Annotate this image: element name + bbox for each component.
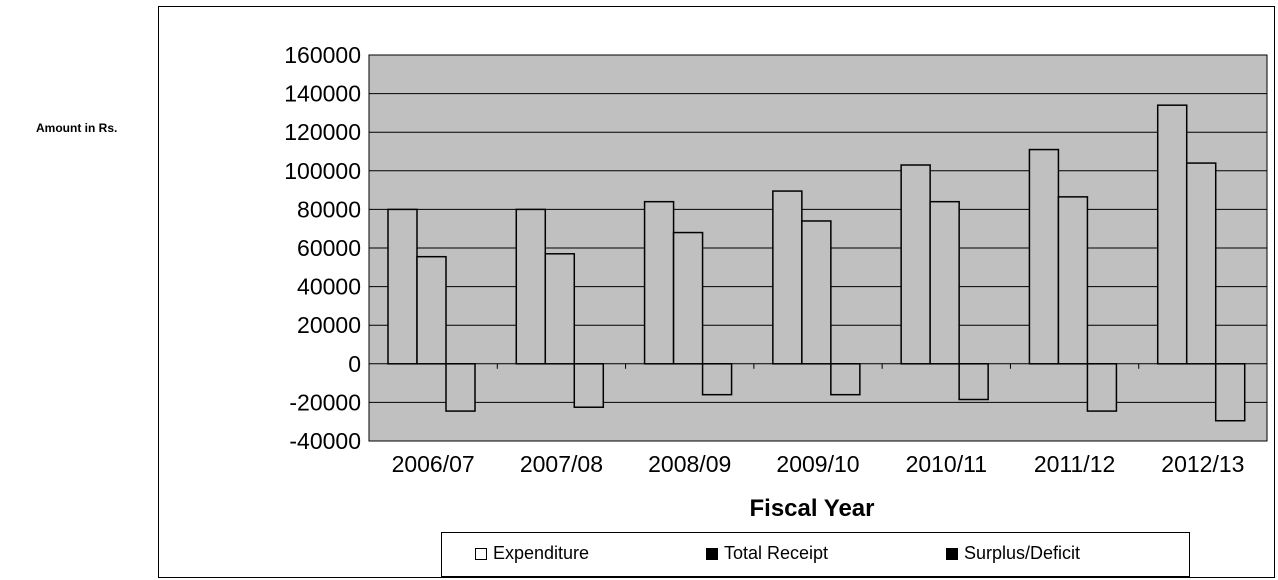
bar-surplus-deficit-2010-11 [958, 363, 989, 401]
bar-expenditure-2012-13 [1156, 104, 1188, 365]
bar-expenditure-2006-07 [387, 208, 418, 365]
bar-surplus-deficit-2012-13 [1214, 363, 1246, 422]
bar-total-receipt-2010-11 [929, 200, 960, 365]
x-tick-label: 2010/11 [906, 451, 987, 477]
x-tick-label: 2011/12 [1034, 451, 1115, 477]
bar-surplus-deficit-2006-07 [445, 363, 476, 412]
bar-surplus-deficit-2008-09 [701, 363, 733, 396]
bar-expenditure-2010-11 [900, 164, 931, 365]
y-tick-label: 20000 [297, 312, 361, 338]
legend-item-total-receipt: Total Receipt [706, 543, 828, 564]
ticks [496, 363, 1140, 369]
x-tick-label: 2006/07 [392, 451, 475, 477]
y-tick-label: 80000 [297, 196, 361, 222]
legend-item-surplus-deficit: Surplus/Deficit [946, 543, 1080, 564]
y-tick-label: 40000 [297, 274, 361, 300]
bar-total-receipt-2012-13 [1185, 162, 1217, 365]
y-tick-label: 140000 [284, 81, 361, 107]
legend-label-total-receipt: Total Receipt [724, 543, 829, 563]
x-tick-label: 2008/09 [648, 451, 731, 477]
bar-total-receipt-2006-07 [416, 255, 447, 365]
x-tick-labels: 2006/07 2007/08 2008/09 2009/10 2010/11 2011/… [392, 451, 1245, 477]
bars [387, 104, 1246, 422]
bar-expenditure-2011-12 [1028, 148, 1060, 365]
legend-label-expenditure: Expenditure [493, 543, 590, 563]
legend-swatch-expenditure [475, 547, 487, 560]
y-tick-label: 0 [348, 351, 361, 377]
bar-expenditure-2007-08 [515, 208, 547, 365]
bar-surplus-deficit-2011-12 [1086, 363, 1118, 412]
bar-expenditure-2009-10 [772, 190, 803, 365]
bar-total-receipt-2009-10 [801, 220, 832, 365]
legend-item-expenditure: Expenditure [475, 543, 589, 564]
legend-label-surplus-deficit: Surplus/Deficit [964, 543, 1081, 563]
bar-surplus-deficit-2007-08 [573, 363, 605, 408]
y-tick-label: 60000 [297, 235, 361, 261]
x-axis-label: Fiscal Year [750, 495, 875, 522]
y-axis-label: Amount in Rs. [36, 121, 118, 135]
x-tick-label: 2009/10 [776, 451, 859, 477]
y-tick-label: -40000 [289, 428, 361, 454]
bar-surplus-deficit-2009-10 [830, 363, 861, 396]
y-tick-label: 100000 [284, 158, 361, 184]
legend-swatch-total-receipt [706, 547, 718, 560]
legend: Expenditure Total Receipt Surplus/Defici… [441, 532, 1190, 577]
y-tick-label: 160000 [284, 42, 361, 68]
y-tick-label: 120000 [284, 119, 361, 145]
legend-swatch-surplus-deficit [946, 547, 958, 560]
x-tick-label: 2007/08 [520, 451, 603, 477]
x-tick-label: 2012/13 [1161, 451, 1244, 477]
bar-expenditure-2008-09 [643, 200, 675, 365]
bar-total-receipt-2007-08 [544, 253, 576, 365]
bar-total-receipt-2008-09 [672, 231, 704, 365]
y-tick-label: -20000 [289, 389, 361, 415]
bar-total-receipt-2011-12 [1057, 196, 1089, 365]
y-tick-labels: 160000 140000 120000 100000 80000 60000 40000 2… [284, 42, 361, 454]
